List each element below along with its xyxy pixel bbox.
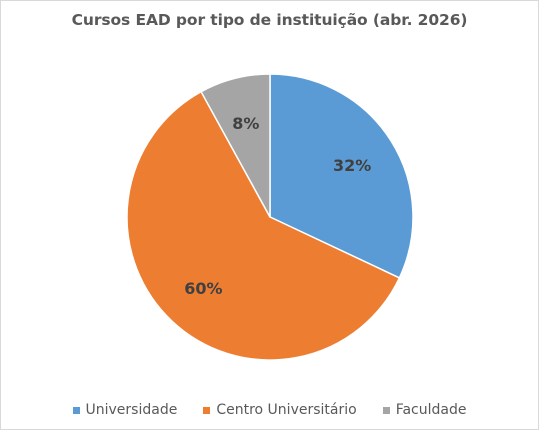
- data-label-centro-universitario: 60%: [184, 279, 222, 298]
- pie-slice-universidade: [269, 73, 414, 279]
- legend: Universidade Centro Universitário Faculd…: [1, 402, 538, 418]
- legend-swatch-faculdade: [382, 406, 390, 414]
- legend-swatch-centro-universitario: [203, 406, 211, 414]
- legend-label-faculdade: Faculdade: [395, 402, 467, 418]
- legend-item-faculdade: Faculdade: [382, 402, 467, 418]
- legend-label-centro-universitario: Centro Universitário: [216, 402, 357, 418]
- data-label-universidade: 32%: [333, 156, 371, 175]
- pie-slice-faculdade: [200, 73, 271, 218]
- legend-item-universidade: Universidade: [72, 402, 178, 418]
- legend-label-universidade: Universidade: [85, 402, 178, 418]
- chart-title: Cursos EAD por tipo de instituição (abr.…: [71, 11, 468, 29]
- pie-slice-centro-universitario: [126, 90, 401, 361]
- legend-item-centro-universitario: Centro Universitário: [203, 402, 357, 418]
- legend-swatch-universidade: [72, 406, 80, 414]
- data-label-faculdade: 8%: [232, 114, 259, 133]
